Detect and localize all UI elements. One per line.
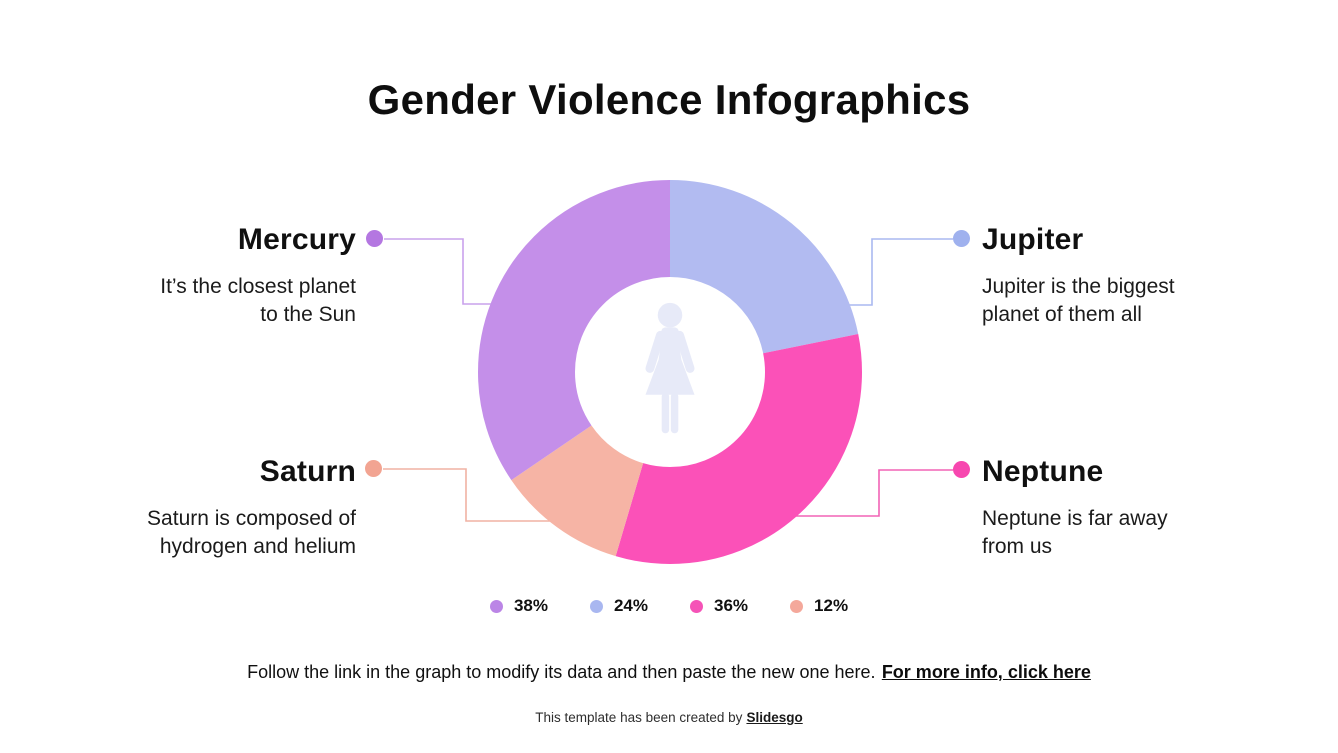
footer: This template has been created by Slidesg… [0, 710, 1338, 725]
donut-chart-svg [478, 180, 862, 564]
more-info-link[interactable]: For more info, click here [881, 662, 1091, 682]
donut-chart[interactable] [478, 180, 862, 564]
instruction-text: Follow the link in the graph to modify i… [0, 662, 1338, 683]
woman-icon [645, 302, 695, 434]
legend-label: 12% [814, 596, 849, 615]
callout-neptune-line2: from us [982, 534, 1053, 558]
page-title: Gender Violence Infographics [367, 76, 971, 123]
callout-neptune: Neptune Neptune is far away from us [982, 453, 1168, 560]
legend-dot-icon [690, 599, 703, 613]
legend-item: 38% [489, 596, 548, 616]
saturn-dot-icon [365, 460, 382, 477]
chart-legend: 38% 24% 36% 12% [0, 596, 1338, 616]
callout-mercury: Mercury It’s the closest planet to the S… [160, 221, 356, 328]
mercury-dot-icon [366, 230, 383, 247]
legend-item: 36% [690, 596, 748, 616]
callout-jupiter-line2: planet of them all [982, 302, 1142, 326]
callout-saturn-description: Saturn is composed of hydrogen and heliu… [147, 505, 356, 560]
callout-saturn-line1: Saturn is composed of [147, 507, 356, 530]
callout-saturn-line2: hydrogen and helium [159, 534, 356, 558]
callout-neptune-title: Neptune [982, 455, 1104, 488]
callout-neptune-line1: Neptune is far away [982, 507, 1168, 530]
callout-jupiter: Jupiter Jupiter is the biggest planet of… [982, 221, 1175, 328]
slidesgo-link[interactable]: Slidesgo [746, 710, 803, 725]
legend-dot-icon [489, 599, 503, 613]
legend-label: 38% [513, 596, 548, 615]
legend-item: 24% [589, 596, 648, 616]
jupiter-dot-icon [953, 230, 970, 247]
footer-label: This template has been created by [535, 710, 743, 725]
callout-saturn-title: Saturn [259, 455, 356, 488]
callout-saturn: Saturn Saturn is composed of hydrogen an… [147, 453, 356, 560]
legend-dot-icon [589, 599, 603, 613]
callout-jupiter-line1: Jupiter is the biggest [982, 275, 1175, 298]
instruction-label: Follow the link in the graph to modify i… [247, 662, 876, 682]
callout-mercury-title: Mercury [237, 223, 356, 256]
neptune-dot-icon [953, 461, 970, 478]
callout-jupiter-title: Jupiter [982, 223, 1084, 256]
donut-segment-mercury [478, 180, 862, 564]
callout-mercury-line1: It’s the closest planet [160, 275, 356, 298]
legend-label: 24% [613, 596, 648, 615]
legend-item: 12% [790, 596, 848, 616]
callout-mercury-description: It’s the closest planet to the Sun [160, 273, 356, 328]
callout-mercury-line2: to the Sun [260, 302, 356, 326]
legend-label: 36% [714, 596, 749, 615]
callout-neptune-description: Neptune is far away from us [982, 505, 1168, 560]
legend-dot-icon [790, 599, 804, 613]
callout-jupiter-description: Jupiter is the biggest planet of them al… [982, 273, 1175, 328]
donut-segment-neptune [478, 180, 862, 564]
